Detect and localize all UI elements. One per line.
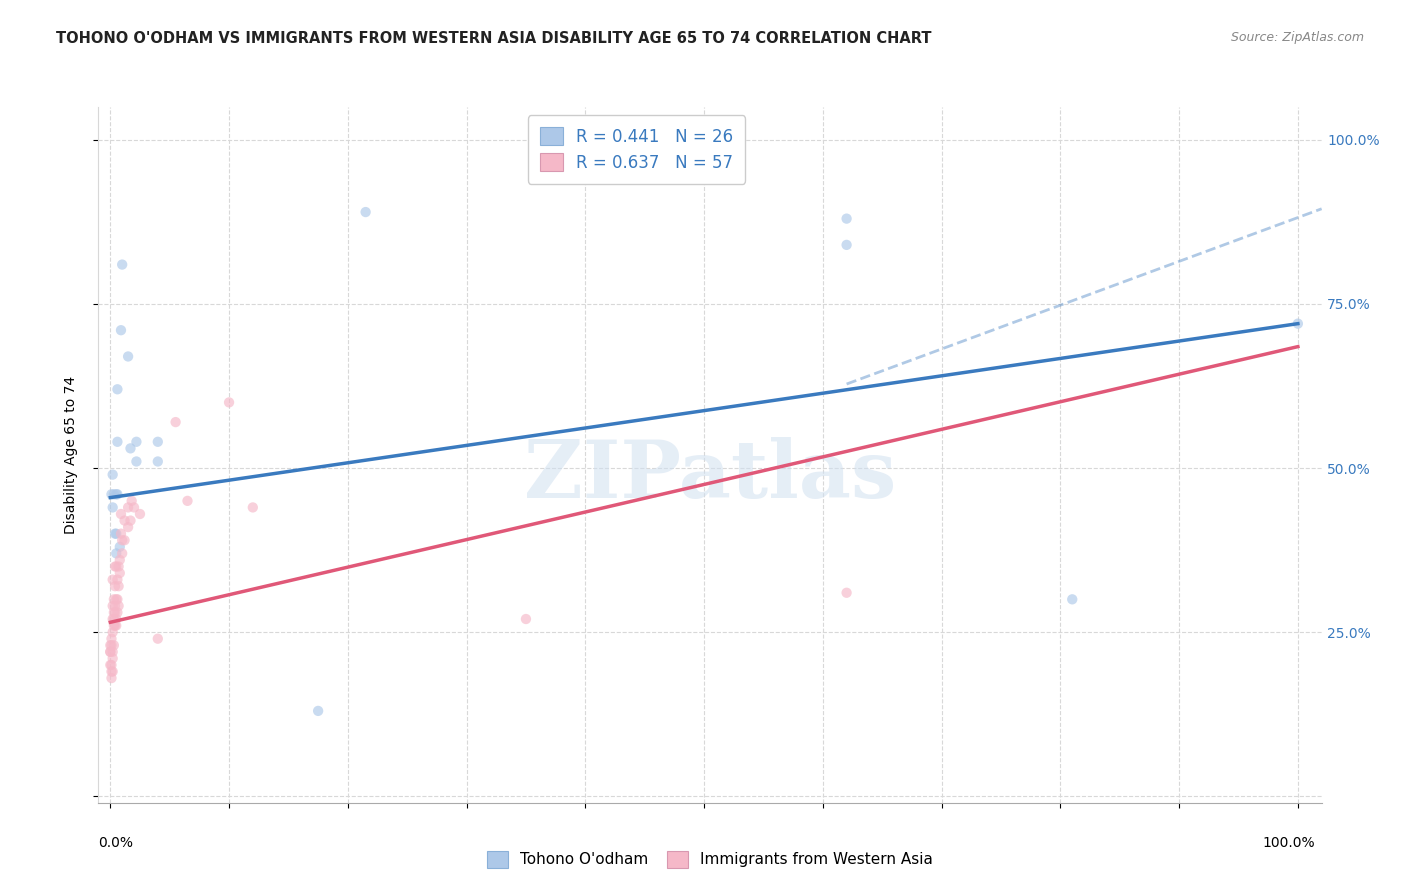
Point [101, 625, 124, 640]
Text: 0.0%: 0.0% [98, 836, 134, 850]
Point [107, 606, 129, 620]
Point [125, 434, 148, 449]
Point [107, 559, 129, 574]
Point [835, 238, 858, 252]
Point [120, 514, 142, 528]
Point [104, 599, 127, 613]
Point [101, 645, 124, 659]
Point [107, 487, 129, 501]
Point [114, 514, 136, 528]
Point [835, 211, 858, 226]
Point [104, 526, 127, 541]
Point [100, 638, 122, 652]
Point [98, 645, 121, 659]
Point [108, 553, 131, 567]
Point [120, 442, 142, 456]
Point [105, 546, 128, 560]
Point [98, 657, 121, 672]
Point [146, 434, 169, 449]
Text: 100.0%: 100.0% [1263, 836, 1315, 850]
Point [98, 645, 121, 659]
Point [107, 599, 129, 613]
Point [107, 573, 129, 587]
Point [101, 651, 124, 665]
Point [835, 586, 858, 600]
Point [100, 632, 122, 646]
Point [146, 632, 169, 646]
Point [1286, 317, 1309, 331]
Point [103, 612, 125, 626]
Point [114, 533, 136, 548]
Point [105, 592, 128, 607]
Point [107, 434, 129, 449]
Point [176, 494, 198, 508]
Point [111, 258, 134, 272]
Point [101, 599, 124, 613]
Point [108, 540, 131, 554]
Legend: Tohono O'odham, Immigrants from Western Asia: Tohono O'odham, Immigrants from Western … [479, 843, 941, 875]
Point [101, 665, 124, 679]
Point [111, 533, 134, 548]
Point [103, 606, 125, 620]
Point [108, 566, 131, 580]
Point [515, 612, 537, 626]
Point [107, 382, 129, 396]
Point [103, 487, 125, 501]
Text: Source: ZipAtlas.com: Source: ZipAtlas.com [1230, 31, 1364, 45]
Point [110, 526, 132, 541]
Point [110, 507, 132, 521]
Point [354, 205, 377, 219]
Point [1062, 592, 1084, 607]
Point [105, 618, 128, 632]
Point [122, 500, 145, 515]
Point [104, 618, 127, 632]
Point [218, 395, 240, 409]
Point [105, 559, 128, 574]
Point [146, 454, 169, 468]
Point [117, 500, 139, 515]
Point [100, 657, 122, 672]
Point [105, 612, 128, 626]
Point [100, 665, 122, 679]
Point [104, 559, 127, 574]
Point [307, 704, 329, 718]
Point [105, 526, 128, 541]
Point [100, 671, 122, 685]
Point [105, 487, 128, 501]
Point [117, 520, 139, 534]
Point [101, 612, 124, 626]
Point [98, 638, 121, 652]
Text: ZIPatlas: ZIPatlas [524, 437, 896, 515]
Point [121, 494, 143, 508]
Point [107, 579, 129, 593]
Point [107, 592, 129, 607]
Point [104, 579, 127, 593]
Point [117, 350, 139, 364]
Point [104, 606, 127, 620]
Point [101, 500, 124, 515]
Y-axis label: Disability Age 65 to 74: Disability Age 65 to 74 [63, 376, 77, 534]
Point [242, 500, 264, 515]
Point [101, 573, 124, 587]
Point [111, 546, 134, 560]
Point [110, 323, 132, 337]
Point [101, 467, 124, 482]
Point [165, 415, 187, 429]
Point [103, 592, 125, 607]
Text: TOHONO O'ODHAM VS IMMIGRANTS FROM WESTERN ASIA DISABILITY AGE 65 TO 74 CORRELATI: TOHONO O'ODHAM VS IMMIGRANTS FROM WESTER… [56, 31, 932, 46]
Point [103, 618, 125, 632]
Point [100, 487, 122, 501]
Point [103, 638, 125, 652]
Point [129, 507, 152, 521]
Point [125, 454, 148, 468]
